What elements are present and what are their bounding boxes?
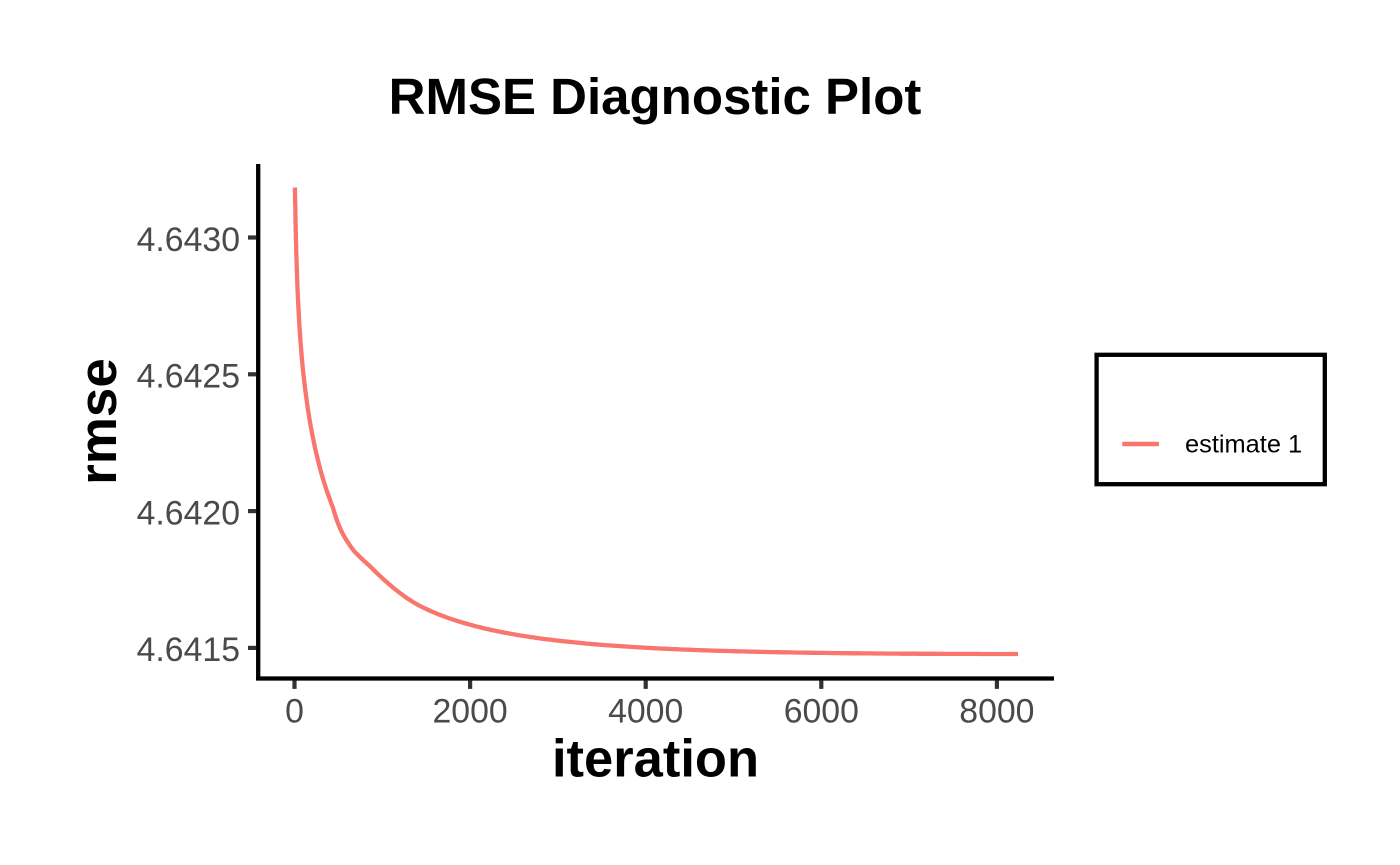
svg-text:4.6425: 4.6425 xyxy=(137,358,240,396)
svg-text:8000: 8000 xyxy=(959,693,1034,731)
svg-text:rmse: rmse xyxy=(69,358,128,485)
svg-text:4.6430: 4.6430 xyxy=(137,221,240,259)
svg-text:0: 0 xyxy=(285,693,304,731)
svg-text:4000: 4000 xyxy=(608,693,683,731)
svg-text:6000: 6000 xyxy=(784,693,859,731)
svg-text:RMSE Diagnostic Plot: RMSE Diagnostic Plot xyxy=(389,68,922,125)
svg-text:4.6420: 4.6420 xyxy=(137,494,240,532)
svg-text:estimate 1: estimate 1 xyxy=(1185,431,1302,459)
svg-text:2000: 2000 xyxy=(433,693,508,731)
svg-text:iteration: iteration xyxy=(552,730,759,789)
svg-text:4.6415: 4.6415 xyxy=(137,631,240,669)
